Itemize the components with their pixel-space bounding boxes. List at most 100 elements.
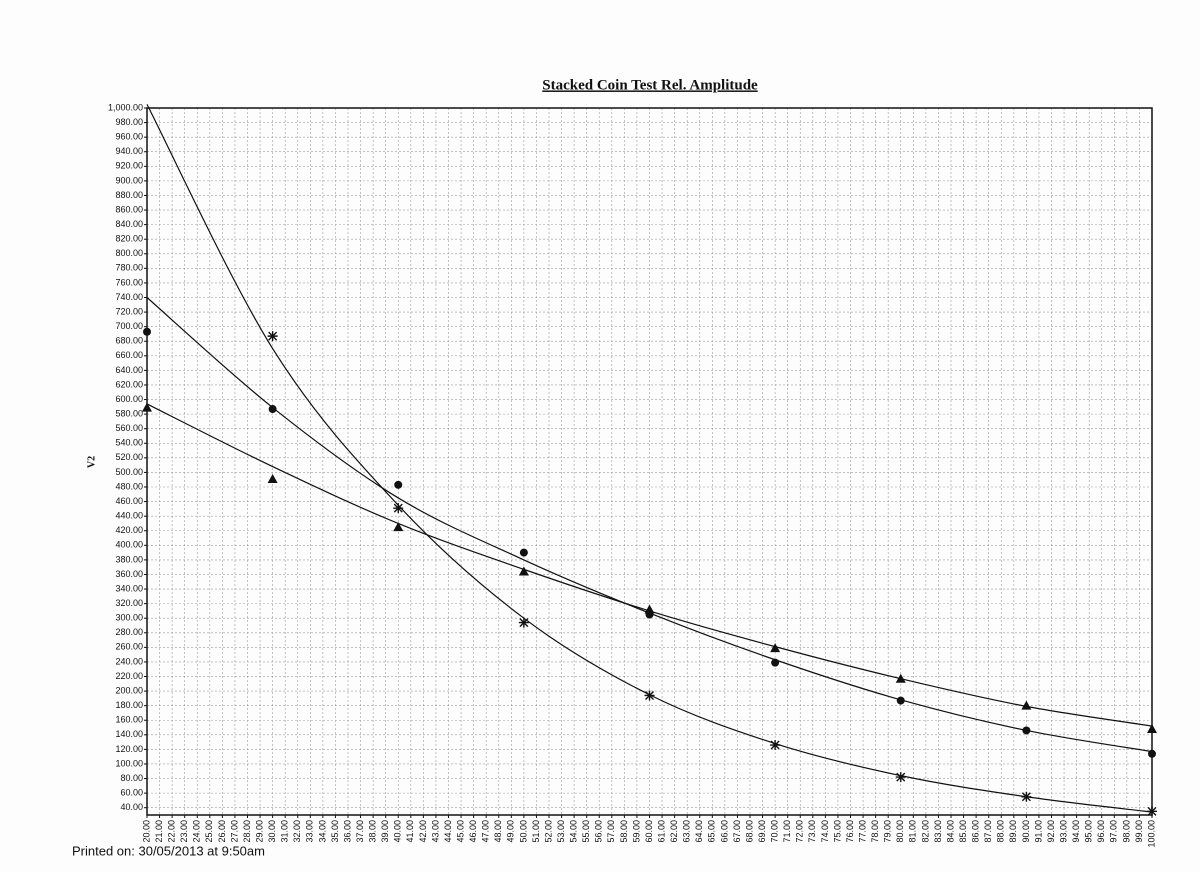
x-tick-label: 64.00 <box>694 820 704 843</box>
y-tick-label: 800.00 <box>115 248 143 258</box>
y-tick-label: 660.00 <box>115 350 143 360</box>
point <box>644 690 655 701</box>
x-tick-label: 21.00 <box>154 820 164 843</box>
x-tick-label: 80.00 <box>895 820 905 843</box>
x-tick-label: 96.00 <box>1096 820 1106 843</box>
x-tick-label: 45.00 <box>455 820 465 843</box>
point <box>895 772 906 783</box>
x-tick-label: 67.00 <box>732 820 742 843</box>
y-tick-label: 340.00 <box>115 583 143 593</box>
x-tick-label: 24.00 <box>192 820 202 843</box>
x-tick-label: 30.00 <box>267 820 277 843</box>
y-tick-label: 460.00 <box>115 496 143 506</box>
x-tick-label: 39.00 <box>380 820 390 843</box>
point <box>1147 723 1157 733</box>
y-tick-label: 680.00 <box>115 336 143 346</box>
y-tick-label: 260.00 <box>115 642 143 652</box>
x-tick-label: 65.00 <box>707 820 717 843</box>
point <box>770 643 781 653</box>
x-tick-label: 83.00 <box>933 820 943 843</box>
x-tick-label: 50.00 <box>518 820 528 843</box>
point <box>518 566 529 576</box>
y-tick-label: 160.00 <box>115 715 143 725</box>
y-tick-label: 40.00 <box>120 802 143 812</box>
point <box>1147 806 1157 817</box>
x-tick-label: 69.00 <box>757 820 767 843</box>
y-tick-label: 580.00 <box>115 408 143 418</box>
point <box>267 331 278 342</box>
y-tick-label: 320.00 <box>115 598 143 608</box>
y-tick-label: 740.00 <box>115 292 143 302</box>
y-tick-label: 920.00 <box>115 161 143 171</box>
x-tick-label: 23.00 <box>179 820 189 843</box>
point <box>393 503 404 514</box>
x-tick-label: 51.00 <box>531 820 541 843</box>
y-tick-label: 760.00 <box>115 277 143 287</box>
x-tick-label: 68.00 <box>744 820 754 843</box>
x-tick-label: 26.00 <box>217 820 227 843</box>
x-tick-label: 86.00 <box>971 820 981 843</box>
x-tick-label: 52.00 <box>543 820 553 843</box>
x-tick-label: 62.00 <box>669 820 679 843</box>
x-tick-label: 20.00 <box>141 820 151 843</box>
y-tick-label: 100.00 <box>115 758 143 768</box>
x-tick-label: 49.00 <box>506 820 516 843</box>
point <box>267 473 278 483</box>
x-tick-label: 74.00 <box>820 820 830 843</box>
x-tick-label: 73.00 <box>807 820 817 843</box>
x-tick-label: 58.00 <box>619 820 629 843</box>
x-tick-label: 66.00 <box>719 820 729 843</box>
y-tick-label: 400.00 <box>115 540 143 550</box>
point <box>1021 700 1032 710</box>
point <box>896 696 905 705</box>
point <box>770 740 781 751</box>
x-tick-label: 54.00 <box>569 820 579 843</box>
plot-frame <box>146 107 1153 816</box>
y-tick-label: 860.00 <box>115 204 143 214</box>
x-tick-label: 40.00 <box>393 820 403 843</box>
x-tick-label: 59.00 <box>631 820 641 843</box>
x-tick-label: 32.00 <box>292 820 302 843</box>
x-tick-label: 46.00 <box>468 820 478 843</box>
y-tick-label: 900.00 <box>115 175 143 185</box>
x-tick-label: 90.00 <box>1021 820 1031 843</box>
y-tick-label: 280.00 <box>115 627 143 637</box>
x-tick-label: 44.00 <box>443 820 453 843</box>
x-tick-label: 38.00 <box>368 820 378 843</box>
x-tick-label: 61.00 <box>656 820 666 843</box>
x-tick-label: 53.00 <box>556 820 566 843</box>
y-tick-label: 940.00 <box>115 146 143 156</box>
x-tick-label: 85.00 <box>958 820 968 843</box>
y-tick-label: 880.00 <box>115 190 143 200</box>
x-tick-label: 25.00 <box>204 820 214 843</box>
x-tick-label: 88.00 <box>996 820 1006 843</box>
x-tick-label: 93.00 <box>1058 820 1068 843</box>
point <box>518 617 529 628</box>
y-tick-label: 720.00 <box>115 306 143 316</box>
y-tick-label: 80.00 <box>120 773 143 783</box>
y-tick-label: 220.00 <box>115 671 143 681</box>
y-tick-label: 140.00 <box>115 729 143 739</box>
y-axis-label: V2 <box>86 456 97 468</box>
y-tick-label: 420.00 <box>115 525 143 535</box>
y-tick-label: 1,000.00 <box>108 102 143 112</box>
x-tick-label: 82.00 <box>920 820 930 843</box>
point <box>895 673 906 683</box>
x-tick-label: 99.00 <box>1134 820 1144 843</box>
x-tick-label: 56.00 <box>594 820 604 843</box>
x-tick-label: 22.00 <box>167 820 177 843</box>
y-tick-label: 980.00 <box>115 117 143 127</box>
x-tick-label: 89.00 <box>1008 820 1018 843</box>
point <box>644 604 655 614</box>
point <box>771 658 780 667</box>
chart-title: Stacked Coin Test Rel. Amplitude <box>542 77 758 93</box>
x-tick-label: 41.00 <box>405 820 415 843</box>
y-tick-label: 360.00 <box>115 569 143 579</box>
y-tick-label: 500.00 <box>115 467 143 477</box>
y-tick-label: 240.00 <box>115 656 143 666</box>
x-tick-label: 57.00 <box>606 820 616 843</box>
x-tick-label: 36.00 <box>342 820 352 843</box>
x-tick-label: 81.00 <box>908 820 918 843</box>
